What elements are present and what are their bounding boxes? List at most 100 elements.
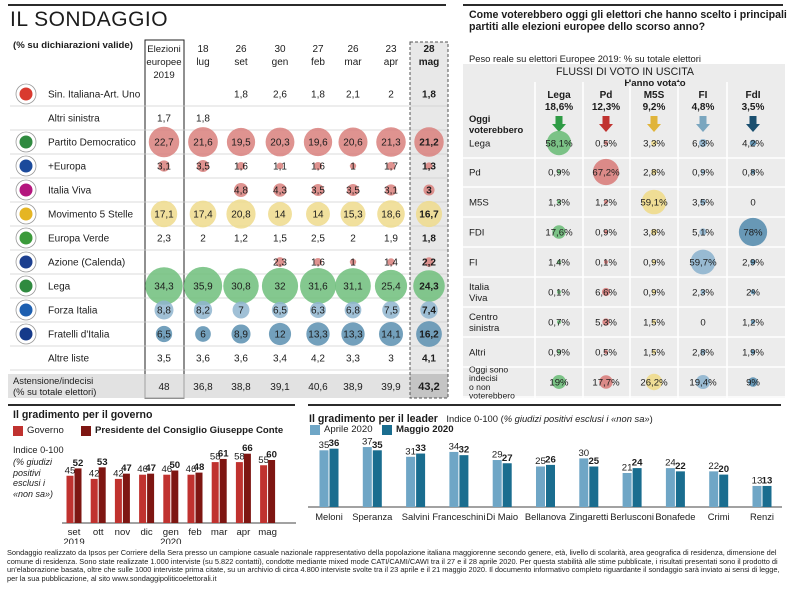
leader-name: Speranza (352, 511, 393, 522)
flow-bubble (751, 170, 755, 174)
leader-bar (416, 453, 426, 507)
flow-bubble (641, 189, 667, 215)
value-bubble (347, 184, 359, 196)
value-label: 3 (388, 354, 394, 365)
value-label: 3,5 (157, 354, 171, 365)
value-bubble (195, 326, 211, 342)
iv-logo-mark (19, 183, 33, 197)
flow-value: 0,1% (548, 288, 570, 299)
flow-value: 78% (743, 228, 763, 239)
sondaggio-panel: IL SONDAGGIO (% su dichiarazioni valide)… (0, 0, 450, 400)
flow-bubble (701, 170, 705, 174)
piu-europa-logo-mark (19, 159, 33, 173)
gov-bar (122, 473, 130, 523)
flow-value: 3,5% (692, 198, 714, 209)
down-arrow-icon (746, 116, 760, 132)
value-bubble (261, 267, 299, 305)
footer-value: 39,9 (381, 382, 401, 393)
footer-latest-bg (410, 374, 448, 398)
flussi-panel: Come voterebbero oggi gli elettori che h… (455, 0, 787, 400)
leader-bar (372, 450, 382, 507)
flow-column-share: 4,8% (692, 102, 715, 113)
leader-bar-value: 21 (622, 462, 633, 473)
value-bubble (276, 162, 284, 170)
value-label: 6,5 (157, 330, 171, 341)
leader-bar-value: 35 (319, 440, 330, 451)
gov-category-year: 2020 (160, 537, 181, 544)
leader-bar (546, 464, 555, 507)
leader-bar-value: 24 (632, 458, 643, 469)
leader-bar (406, 456, 416, 507)
flow-column-share: 18,6% (545, 102, 573, 113)
gov-bar (260, 465, 268, 523)
value-label: 6,3 (311, 306, 325, 317)
leader-bar-value: 22 (708, 461, 719, 472)
value-label: 16,7 (419, 210, 439, 221)
sondaggio-title: IL SONDAGGIO (10, 8, 169, 31)
value-label: 35,9 (193, 282, 213, 293)
leader-title-row: Il gradimento per il leader Indice 0-100… (309, 409, 653, 427)
flow-value: 2,8% (692, 348, 714, 359)
value-bubble (385, 184, 397, 196)
leader-bar (459, 455, 469, 507)
gov-bar-value: 46 (137, 464, 148, 475)
down-arrow-icon (647, 116, 661, 132)
gov-bar-value: 50 (169, 460, 180, 471)
value-bubble (275, 257, 285, 267)
leader-bar (362, 447, 372, 507)
value-label: 3,1 (384, 186, 398, 197)
value-label: 3,6 (234, 354, 248, 365)
governo-panel: Il gradimento per il governo Governo Pre… (0, 402, 300, 544)
value-label: 1,6 (311, 258, 325, 269)
leader-bar-value: 26 (545, 454, 556, 465)
footer-value: 38,8 (231, 382, 251, 393)
gov-title: Il gradimento per il governo (13, 409, 153, 421)
value-label: 7,4 (422, 306, 436, 317)
value-label: 21,2 (419, 138, 439, 149)
gov-bar-value: 48 (194, 462, 205, 473)
leader-subtitle-a: Indice 0-100 ( (446, 413, 504, 424)
leader-name: Franceschini (432, 511, 485, 522)
flow-bubble (738, 217, 768, 247)
value-label: 1,7 (157, 114, 171, 125)
flow-value: 3,8% (643, 228, 665, 239)
value-label: 2 (388, 90, 394, 101)
value-label: 1,6 (234, 162, 248, 173)
top-rule-right (463, 4, 783, 6)
flow-column-share: 3,5% (742, 102, 765, 113)
flow-value: 1,2% (595, 198, 617, 209)
party-label: Lega (48, 282, 71, 293)
value-label: 3,1 (157, 162, 171, 173)
gov-bar (243, 453, 251, 523)
leader-bar-value: 31 (405, 446, 416, 457)
flow-value: 2% (746, 288, 760, 299)
gov-bar-value: 61 (218, 448, 229, 459)
flow-value: 0,7% (548, 318, 570, 329)
value-label: 18,6 (381, 210, 401, 221)
leader-name: Meloni (315, 511, 343, 522)
column-header: 18 (197, 44, 209, 55)
leader-bar (762, 485, 772, 507)
value-label: 19,6 (308, 138, 328, 149)
gov-category-label: nov (115, 527, 131, 538)
gov-bar-value: 53 (97, 457, 108, 468)
conte-legend-label: Presidente del Consiglio Giuseppe Conte (95, 425, 284, 436)
party-label: Europa Verde (48, 234, 110, 245)
gov-bar-value: 55 (258, 455, 269, 466)
flow-value: 0 (750, 198, 755, 209)
flow-row-label: voterebbero (469, 391, 515, 400)
flow-value: 17,6% (545, 228, 573, 239)
value-label: 2,5 (311, 234, 325, 245)
value-label: 1 (350, 258, 356, 269)
leader-bar-value: 13 (752, 475, 763, 486)
flow-value: 1,4% (548, 258, 570, 269)
leader-bar-value: 30 (578, 448, 589, 459)
value-label: 20,3 (270, 138, 290, 149)
leader-bar (579, 458, 589, 507)
leader-bar (752, 485, 762, 507)
flow-value: 0 (700, 318, 705, 329)
flussi-subtitle: Peso reale su elettori Europee 2019: % s… (469, 53, 701, 64)
flow-value: 0,9% (548, 348, 570, 359)
value-bubble (424, 257, 434, 267)
value-label: 13,3 (308, 330, 328, 341)
